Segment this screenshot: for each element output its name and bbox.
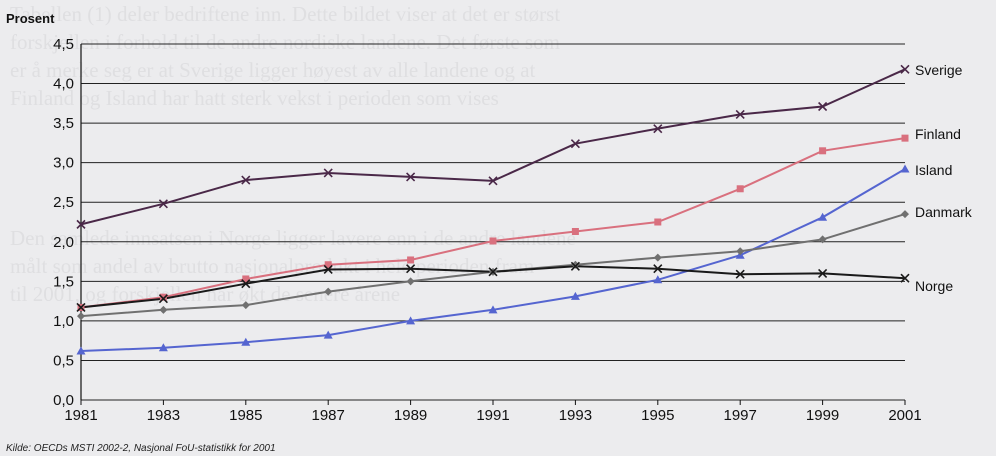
point-norge xyxy=(158,294,168,304)
y-tick-label: 2,5 xyxy=(53,194,74,211)
point-finland xyxy=(407,256,415,264)
y-tick-label: 1,5 xyxy=(53,273,74,290)
point-island xyxy=(818,212,828,221)
x-tick-labels: 1981 1983 1985 1987 1989 1991 1993 1995 1997 1999… xyxy=(64,400,922,424)
y-tick-label: 0,0 xyxy=(53,392,74,409)
point-danmark xyxy=(818,235,827,244)
point-finland xyxy=(159,293,167,301)
point-sverige xyxy=(76,219,86,229)
point-norge xyxy=(653,264,663,274)
point-sverige xyxy=(488,176,498,186)
point-sverige xyxy=(323,168,333,178)
y-tick-label: 1,0 xyxy=(53,313,74,330)
series-labels: Sverige Finland Island Danmark Norge xyxy=(915,62,973,294)
gridlines xyxy=(81,43,905,401)
point-finland xyxy=(242,275,250,283)
x-tick-label: 1991 xyxy=(476,407,509,424)
x-tick-label: 1985 xyxy=(229,407,262,424)
point-norge xyxy=(406,264,416,274)
point-danmark xyxy=(324,287,333,296)
point-danmark xyxy=(159,305,168,314)
point-sverige xyxy=(158,199,168,209)
series-markers xyxy=(76,64,910,355)
point-norge xyxy=(570,261,580,271)
point-danmark xyxy=(653,253,662,262)
x-tick-label: 1999 xyxy=(806,407,839,424)
point-island xyxy=(406,316,416,325)
y-tick-label: 4,5 xyxy=(53,36,74,53)
y-axis-label: Prosent xyxy=(6,11,55,26)
point-sverige xyxy=(406,172,416,182)
point-island xyxy=(653,275,663,284)
point-norge xyxy=(76,302,86,313)
point-island xyxy=(76,346,86,355)
point-norge xyxy=(735,269,745,279)
series-label-sverige: Sverige xyxy=(915,62,963,78)
point-island xyxy=(323,330,333,339)
point-danmark xyxy=(241,301,250,310)
series-line-sverige xyxy=(80,68,906,226)
x-tick-label: 1987 xyxy=(312,407,345,424)
point-island xyxy=(570,291,580,300)
point-island xyxy=(488,305,498,314)
point-norge xyxy=(241,279,251,289)
point-sverige xyxy=(570,139,580,149)
x-tick-label: 2001 xyxy=(888,407,921,424)
series-label-norge: Norge xyxy=(915,278,953,294)
x-tick-label: 1995 xyxy=(641,407,674,424)
y-tick-labels: 0,0 0,5 1,0 1,5 2,0 2,5 3,0 3,5 4,0 4,5 xyxy=(53,36,74,409)
x-tick-label: 1997 xyxy=(724,407,757,424)
series-label-island: Island xyxy=(915,162,952,178)
y-tick-label: 4,0 xyxy=(53,76,74,93)
series-line-danmark xyxy=(80,213,906,318)
point-danmark xyxy=(736,247,745,256)
point-norge xyxy=(900,273,910,283)
point-finland xyxy=(901,134,909,142)
series-label-danmark: Danmark xyxy=(915,204,973,220)
point-sverige xyxy=(735,109,745,119)
point-island xyxy=(900,164,910,173)
y-tick-label: 0,5 xyxy=(53,352,74,369)
point-danmark xyxy=(406,277,415,286)
series-label-finland: Finland xyxy=(915,126,961,142)
point-sverige xyxy=(818,101,828,112)
x-tick-label: 1983 xyxy=(147,407,180,424)
point-sverige xyxy=(241,175,251,185)
x-tick-label: 1993 xyxy=(559,407,592,424)
point-finland xyxy=(489,237,497,245)
series-line-island xyxy=(80,168,906,352)
point-norge xyxy=(323,264,333,275)
point-island xyxy=(158,343,168,352)
point-sverige xyxy=(653,124,663,134)
x-tick-label: 1981 xyxy=(64,407,97,424)
point-danmark xyxy=(901,210,909,219)
point-sverige xyxy=(900,64,910,74)
source-note: Kilde: OECDs MSTI 2002-2, Nasjonal FoU-s… xyxy=(6,443,276,454)
point-norge xyxy=(818,268,828,278)
x-tick-label: 1989 xyxy=(394,407,427,424)
point-finland xyxy=(324,261,332,269)
point-danmark xyxy=(77,312,85,321)
point-finland xyxy=(571,227,579,235)
y-tick-label: 2,0 xyxy=(53,234,74,251)
point-finland xyxy=(819,147,827,155)
point-island xyxy=(241,337,251,346)
point-finland xyxy=(736,185,744,193)
point-danmark xyxy=(571,260,580,269)
y-tick-label: 3,5 xyxy=(53,115,74,132)
series-line-finland xyxy=(80,137,906,309)
y-tick-label: 3,0 xyxy=(53,155,74,172)
point-finland xyxy=(654,218,662,226)
point-norge xyxy=(488,267,498,277)
